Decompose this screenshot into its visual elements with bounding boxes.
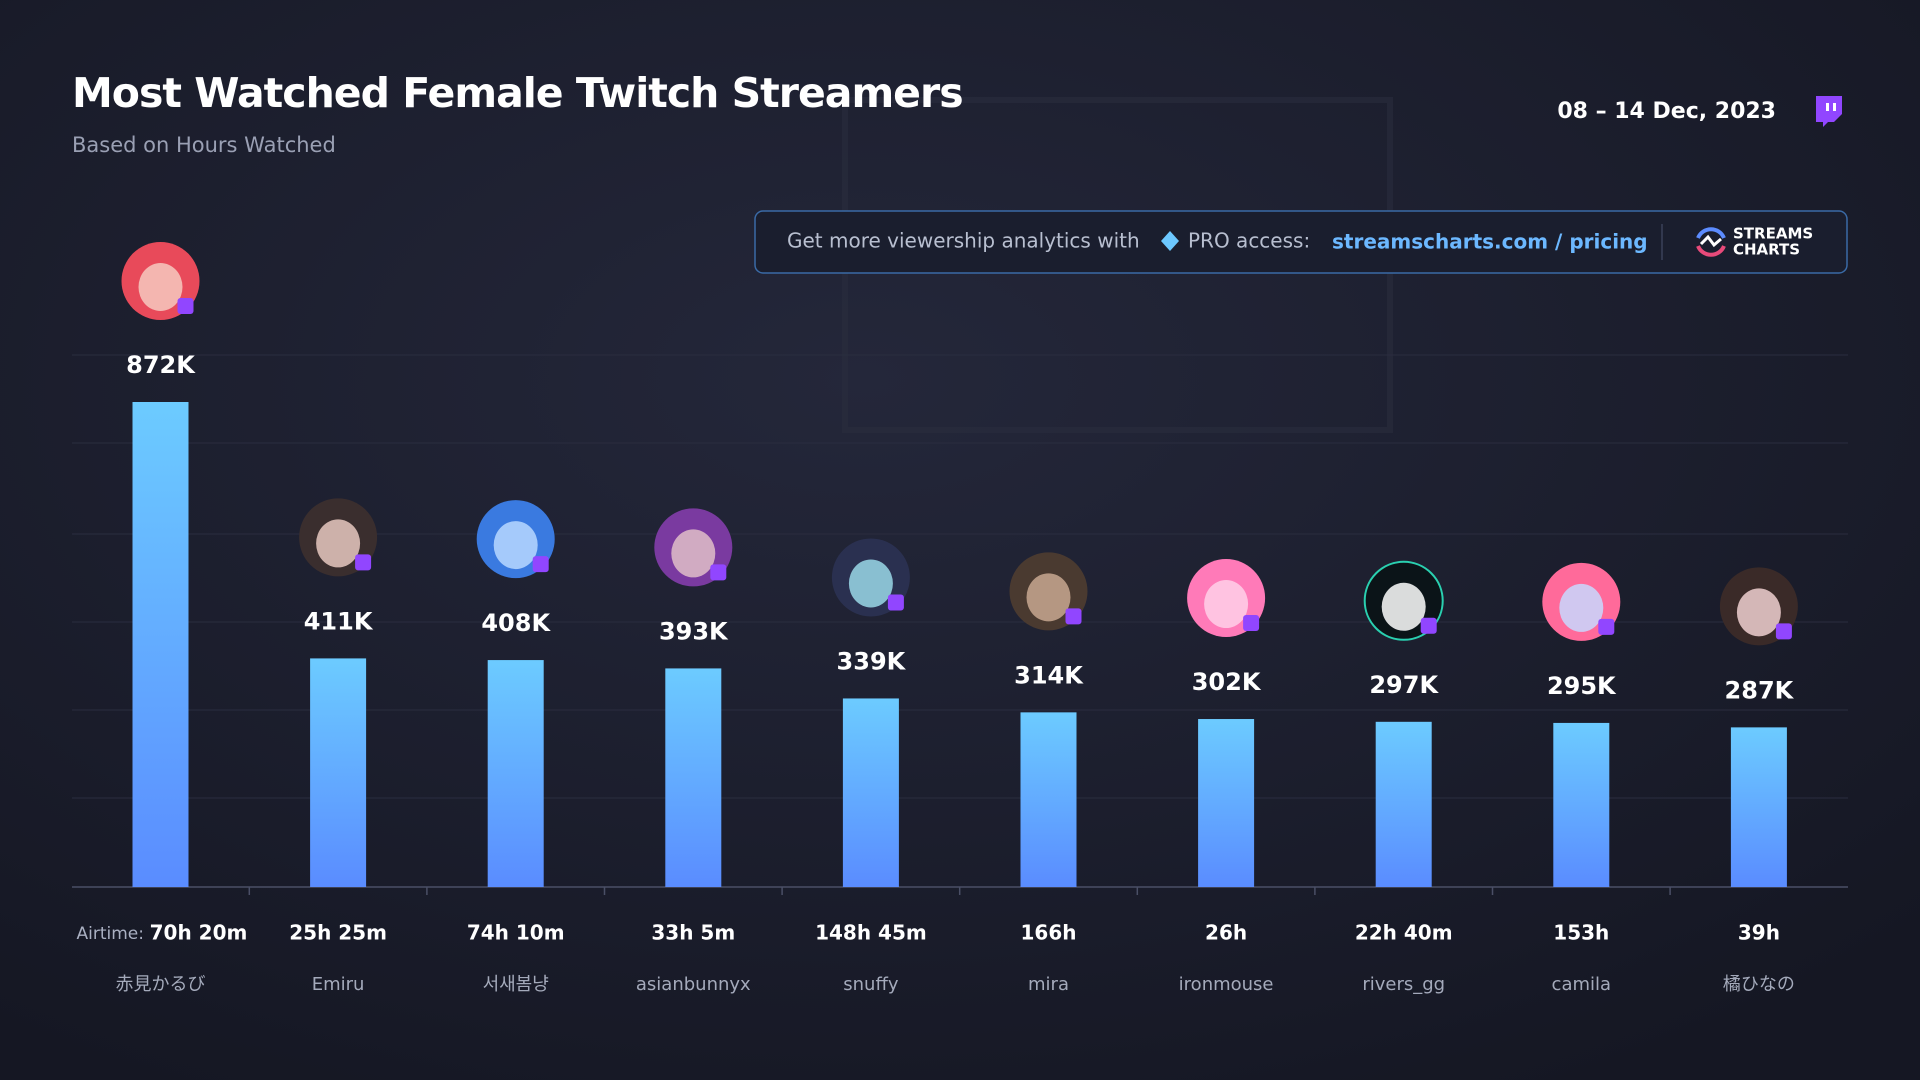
chart-subtitle: Based on Hours Watched xyxy=(72,133,336,157)
avatar xyxy=(476,500,555,579)
avatar-badge xyxy=(1775,623,1792,640)
avatar-badge xyxy=(1598,618,1615,635)
avatar-badge xyxy=(887,594,904,611)
banner-pro: PRO access: xyxy=(1188,229,1310,253)
airtime: 166h xyxy=(1021,921,1077,945)
banner-link[interactable]: streamscharts.com / pricing xyxy=(1332,230,1648,254)
avatar-face xyxy=(848,559,893,608)
category-label: Emiru xyxy=(312,974,365,995)
category-label: camila xyxy=(1552,974,1612,995)
avatar-face xyxy=(1026,573,1071,622)
streamscharts-logo xyxy=(1696,227,1726,257)
avatar xyxy=(1542,562,1621,641)
bar xyxy=(1198,719,1255,887)
value-label: 297K xyxy=(1369,671,1439,699)
airtime: 153h xyxy=(1553,921,1609,945)
bar xyxy=(1375,721,1432,887)
category-label: ironmouse xyxy=(1179,974,1274,995)
value-label: 339K xyxy=(837,647,907,675)
airtime: 25h 25m xyxy=(289,921,387,945)
avatar-face xyxy=(316,519,361,568)
bar xyxy=(665,668,722,887)
avatar-face xyxy=(1204,580,1249,629)
airtime: 22h 40m xyxy=(1355,921,1453,945)
category-label: mira xyxy=(1028,974,1069,995)
avatar-badge xyxy=(532,556,549,573)
avatar xyxy=(654,508,733,587)
category-label: 赤見かるび xyxy=(116,974,206,995)
value-label: 411K xyxy=(304,607,374,635)
airtime: 26h xyxy=(1205,921,1247,945)
category-label: 서새봄냥 xyxy=(483,974,549,995)
avatar xyxy=(1363,560,1444,641)
value-label: 295K xyxy=(1547,672,1617,700)
bar xyxy=(1730,727,1787,887)
chart-title: Most Watched Female Twitch Streamers xyxy=(72,69,963,117)
airtime: 148h 45m xyxy=(815,921,927,945)
avatar-badge xyxy=(710,564,727,581)
value-label: 302K xyxy=(1192,668,1262,696)
diamond-icon xyxy=(1161,231,1179,251)
avatar-face xyxy=(493,521,538,570)
promo-banner[interactable] xyxy=(754,210,1848,274)
value-label: 287K xyxy=(1725,676,1795,704)
bar xyxy=(487,660,544,887)
airtime: 74h 10m xyxy=(467,921,565,945)
category-label: asianbunnyx xyxy=(636,974,751,995)
twitch-icon xyxy=(1816,96,1842,127)
avatar xyxy=(299,498,378,577)
avatar-badge xyxy=(1243,615,1260,632)
category-label: 橘ひなの xyxy=(1723,974,1795,995)
category-label: snuffy xyxy=(843,974,899,995)
bar xyxy=(132,402,189,887)
avatar-face xyxy=(671,529,716,578)
bar xyxy=(1553,722,1610,887)
avatar-face xyxy=(1559,583,1604,632)
avatar xyxy=(121,242,200,320)
avatar xyxy=(1719,567,1798,646)
avatar-face xyxy=(138,263,183,311)
banner-text: Get more viewership analytics with xyxy=(787,229,1140,253)
bar xyxy=(1020,712,1077,887)
avatar xyxy=(831,538,910,617)
avatar-badge xyxy=(177,298,194,314)
value-label: 872K xyxy=(126,351,196,379)
airtime: 70h 20m xyxy=(150,921,248,945)
value-label: 408K xyxy=(481,609,551,637)
value-label: 393K xyxy=(659,617,729,645)
avatar-badge xyxy=(1420,617,1437,634)
bar xyxy=(310,658,367,887)
avatar xyxy=(1187,559,1266,638)
avatar-badge xyxy=(355,554,372,571)
category-label: rivers_gg xyxy=(1362,974,1445,995)
avatar-face xyxy=(1736,588,1781,637)
airtime: 33h 5m xyxy=(651,921,735,945)
value-label: 314K xyxy=(1014,661,1084,689)
bar xyxy=(842,698,899,887)
avatar-face xyxy=(1381,582,1426,631)
airtime: 39h xyxy=(1738,921,1780,945)
airtime-title: Airtime: xyxy=(77,924,144,944)
logo-text: CHARTS xyxy=(1733,241,1800,259)
logo-text: STREAMS xyxy=(1733,225,1813,243)
date-range: 08 – 14 Dec, 2023 xyxy=(1557,99,1776,124)
avatar xyxy=(1009,552,1088,631)
avatar-badge xyxy=(1065,608,1082,625)
